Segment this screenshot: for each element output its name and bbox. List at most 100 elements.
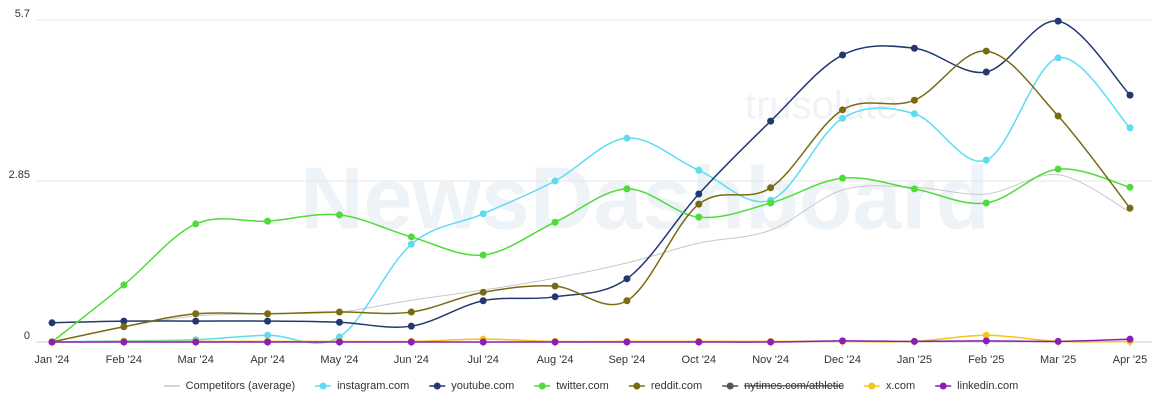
point <box>982 337 990 345</box>
point <box>192 310 200 318</box>
point <box>839 106 847 114</box>
point <box>767 184 775 192</box>
point <box>839 51 847 59</box>
point <box>839 337 847 345</box>
legend-label: linkedin.com <box>957 380 1018 392</box>
legend-label: x.com <box>886 380 915 392</box>
legend-item[interactable]: Competitors (average) <box>163 380 295 392</box>
point <box>623 275 631 283</box>
point <box>264 310 272 318</box>
legend: Competitors (average) instagram.com youtub… <box>163 380 1018 392</box>
point <box>335 308 343 316</box>
legend-item[interactable]: x.com <box>863 380 915 392</box>
point <box>1054 337 1062 345</box>
point <box>695 338 703 346</box>
legend-item[interactable]: linkedin.com <box>935 380 1018 392</box>
point <box>767 199 775 207</box>
point <box>335 338 343 346</box>
point <box>982 331 990 339</box>
series-line <box>51 338 1131 343</box>
point <box>192 220 200 228</box>
point <box>407 233 415 241</box>
x-tick-label: Apr '25 <box>1113 354 1148 366</box>
x-tick-label: Mar '25 <box>1040 354 1076 366</box>
point <box>407 308 415 316</box>
point <box>1126 91 1134 99</box>
point <box>551 177 559 185</box>
point <box>982 199 990 207</box>
point <box>48 319 56 327</box>
legend-item[interactable]: youtube.com <box>429 380 514 392</box>
point <box>767 338 775 346</box>
point <box>335 211 343 219</box>
point <box>407 240 415 248</box>
legend-label: instagram.com <box>337 380 409 392</box>
point <box>479 297 487 305</box>
point <box>551 338 559 346</box>
point <box>551 293 559 301</box>
watermark: NewsDashboard <box>300 148 990 247</box>
legend-item[interactable]: reddit.com <box>628 380 702 392</box>
point <box>407 322 415 330</box>
point <box>910 44 918 52</box>
point <box>264 217 272 225</box>
legend-item[interactable]: twitter.com <box>534 380 609 392</box>
point <box>910 96 918 104</box>
x-tick-label: Feb '25 <box>968 354 1004 366</box>
point <box>192 338 200 346</box>
legend-marker <box>939 382 947 390</box>
point <box>1054 17 1062 25</box>
legend-item[interactable]: instagram.com <box>315 380 409 392</box>
legend-marker <box>633 382 641 390</box>
point <box>910 185 918 193</box>
y-tick-label: 5.7 <box>15 8 30 20</box>
legend-label: nytimes.com/athletic <box>744 380 844 392</box>
y-tick-label: 0 <box>24 330 30 342</box>
point <box>695 200 703 208</box>
x-tick-label: Feb '24 <box>106 354 142 366</box>
point <box>120 317 128 325</box>
point <box>1126 183 1134 191</box>
legend-label: reddit.com <box>651 380 702 392</box>
point <box>839 174 847 182</box>
point <box>982 156 990 164</box>
point <box>264 338 272 346</box>
point <box>623 338 631 346</box>
point <box>192 317 200 325</box>
point <box>48 338 56 346</box>
point <box>551 218 559 226</box>
point <box>479 338 487 346</box>
point <box>1054 165 1062 173</box>
x-tick-label: Apr '24 <box>250 354 285 366</box>
legend-label: Competitors (average) <box>186 380 295 392</box>
point <box>264 317 272 325</box>
legend-item[interactable]: nytimes.com/athletic <box>722 380 844 392</box>
point <box>479 210 487 218</box>
point <box>1126 335 1134 343</box>
point <box>1054 54 1062 62</box>
point <box>120 281 128 289</box>
legend-marker <box>868 382 876 390</box>
x-tick-label: Oct '24 <box>682 354 717 366</box>
point <box>910 337 918 345</box>
series-line <box>51 168 1131 343</box>
legend-marker <box>319 382 327 390</box>
point <box>407 338 415 346</box>
x-tick-label: Jun '24 <box>394 354 429 366</box>
x-tick-label: Sep '24 <box>608 354 645 366</box>
point <box>767 117 775 125</box>
x-tick-label: Jan '24 <box>34 354 69 366</box>
y-tick-label: 2.85 <box>9 169 30 181</box>
point <box>1126 204 1134 212</box>
point <box>120 338 128 346</box>
point <box>623 297 631 305</box>
point <box>264 331 272 339</box>
legend-marker <box>538 382 546 390</box>
point <box>982 47 990 55</box>
x-tick-label: Dec '24 <box>824 354 861 366</box>
x-tick-label: May '24 <box>320 354 358 366</box>
point <box>982 68 990 76</box>
series-line <box>51 57 1131 344</box>
point <box>1126 124 1134 132</box>
